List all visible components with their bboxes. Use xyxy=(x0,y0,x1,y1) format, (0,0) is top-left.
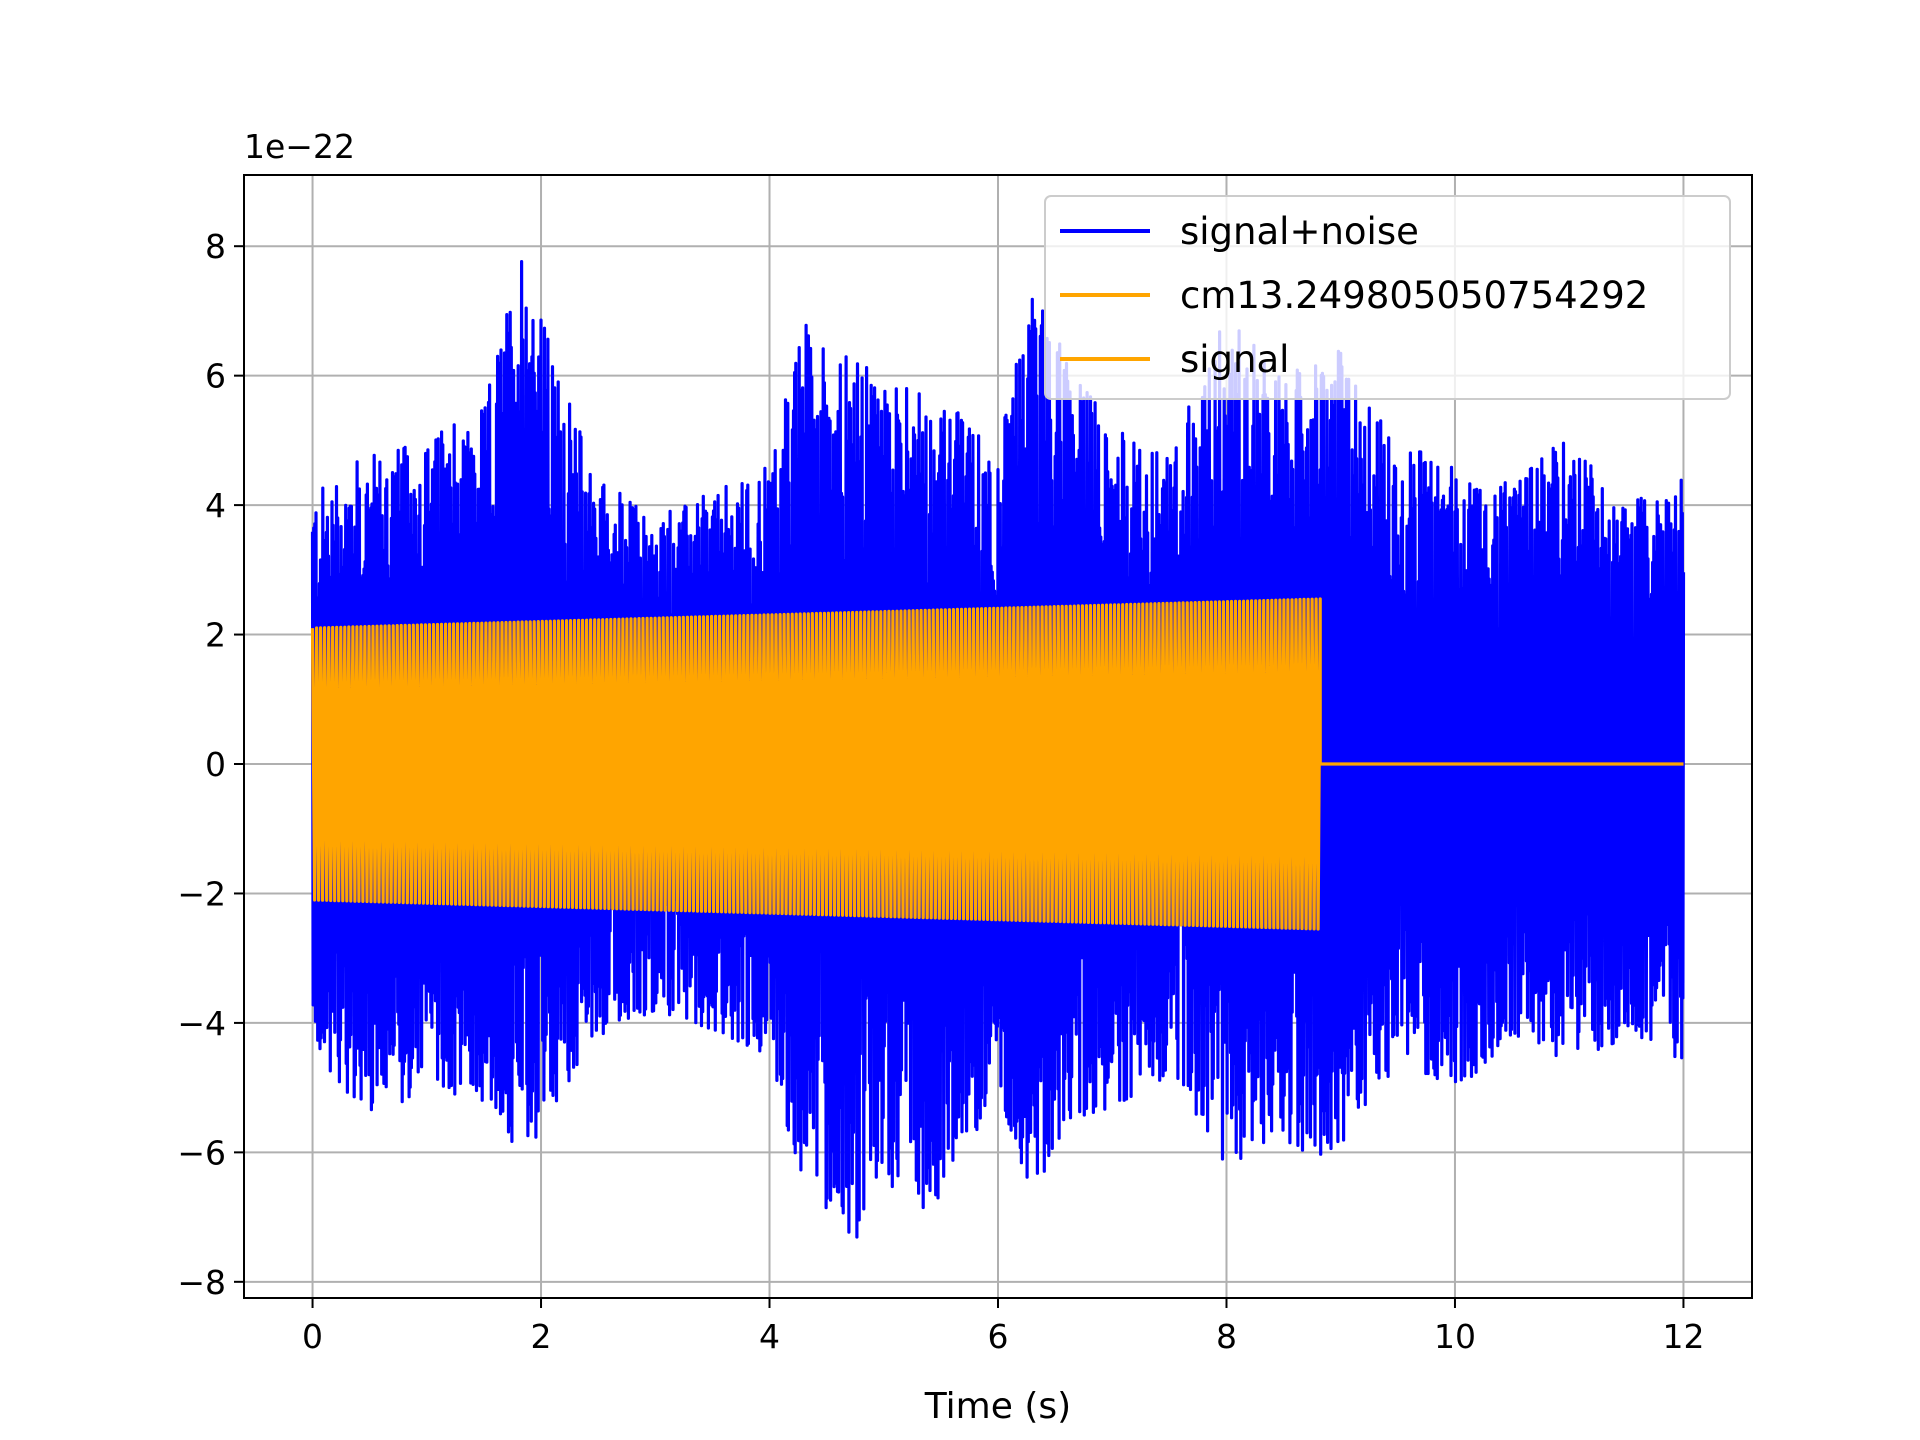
series-layer xyxy=(310,260,1686,1239)
x-tick-label: 0 xyxy=(302,1317,323,1356)
y-axis: −8 −6 −4 −2 0 2 4 6 8 xyxy=(177,227,244,1302)
y-tick-label: −2 xyxy=(177,874,226,913)
x-tick-label: 2 xyxy=(531,1317,552,1356)
y-offset-text: 1e−22 xyxy=(244,127,355,166)
x-tick-label: 10 xyxy=(1434,1317,1476,1356)
y-tick-label: 8 xyxy=(205,227,226,266)
plot-area xyxy=(310,260,1686,1239)
x-axis-label: Time (s) xyxy=(924,1386,1071,1427)
legend-frame xyxy=(1044,195,1731,400)
y-tick-label: −4 xyxy=(177,1004,226,1043)
x-tick-label: 12 xyxy=(1662,1317,1704,1356)
x-tick-label: 8 xyxy=(1216,1317,1237,1356)
legend-label-cm13: cm13.249805050754292 xyxy=(1180,274,1648,317)
y-tick-label: 6 xyxy=(205,357,226,396)
y-tick-label: 0 xyxy=(205,745,226,784)
x-axis: 0 2 4 6 8 10 12 xyxy=(302,1298,1704,1356)
series-signal-noise xyxy=(310,260,1686,1239)
y-tick-label: 4 xyxy=(205,486,226,525)
x-tick-label: 6 xyxy=(988,1317,1009,1356)
x-tick-label: 4 xyxy=(759,1317,780,1356)
y-tick-label: −8 xyxy=(177,1263,226,1302)
legend-label-signal: signal xyxy=(1180,338,1289,381)
legend: signal+noise cm13.249805050754292 signal xyxy=(1044,195,1731,400)
y-tick-label: 2 xyxy=(205,616,226,655)
series-signal xyxy=(310,597,1684,931)
legend-label-signal-noise: signal+noise xyxy=(1180,210,1419,253)
y-tick-label: −6 xyxy=(177,1133,226,1172)
